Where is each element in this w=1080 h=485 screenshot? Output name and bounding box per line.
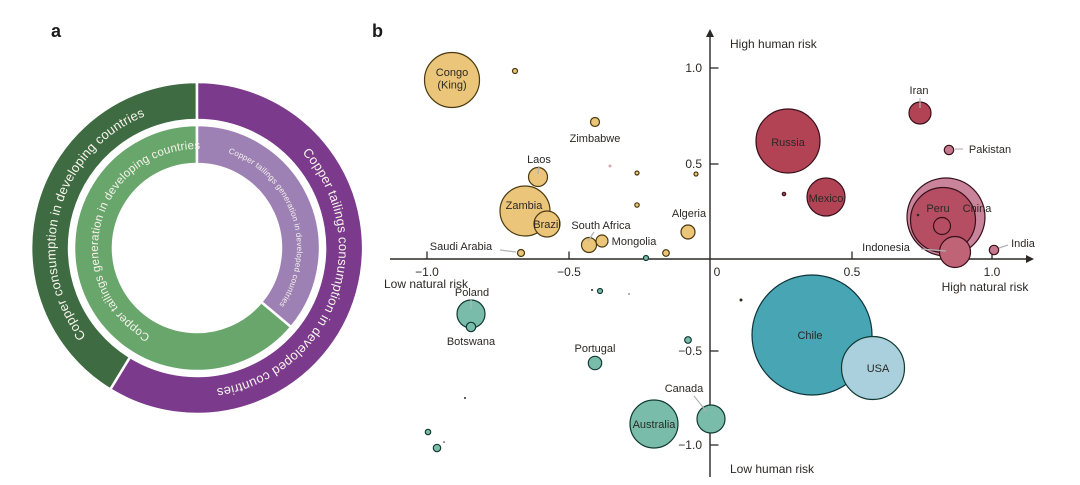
panel-b-label: b xyxy=(372,21,383,41)
bubble-indonesia xyxy=(938,235,972,269)
x-tick-label-−1.0: −1.0 xyxy=(415,265,439,279)
bubble-label-laos: Laos xyxy=(527,154,551,166)
y-tick-label-−0.5: −0.5 xyxy=(678,344,702,358)
bubble-label-iran: Iran xyxy=(910,85,929,97)
bubble-congo-king xyxy=(423,51,481,109)
donut-chart: Copper consumption in developing countri… xyxy=(29,80,365,416)
bubble-label-mongolia: Mongolia xyxy=(612,236,658,248)
bubble-laos xyxy=(527,166,549,188)
scatter-plot: −1.0 −0.5 0 0.5 1.0 1.0 0.5 −0.5 −1.0 High human … xyxy=(384,29,1036,477)
bubble-label-congo-king: Congo (King) xyxy=(436,67,468,92)
bubble-brazil xyxy=(533,210,561,238)
panel-a-label: a xyxy=(51,21,62,41)
bubble-south-africa xyxy=(580,236,598,254)
bubble-dot-a xyxy=(511,67,519,75)
leader-line-laos xyxy=(537,165,540,175)
bubble-dot-pink xyxy=(608,164,612,168)
leader-line-indonesia xyxy=(920,248,947,252)
y-tick-label-−1.0: −1.0 xyxy=(678,438,702,452)
leader-line-south-africa xyxy=(587,231,595,242)
bubble-dot-j xyxy=(628,293,630,295)
bubble-label-south-africa: South Africa xyxy=(571,220,631,232)
x-tick-label-0: 0 xyxy=(714,265,721,279)
bubble-label-indonesia: Indonesia xyxy=(862,242,911,254)
bubble-dot-h xyxy=(596,287,604,295)
bubble-label-pakistan: Pakistan xyxy=(969,144,1011,156)
bubble-usa xyxy=(840,335,906,401)
bubble-dot-k xyxy=(684,336,692,344)
bubble-label-portugal: Portugal xyxy=(575,343,616,355)
donut-segment-tailings-generation-developing xyxy=(72,123,293,373)
bubble-zimbabwe xyxy=(589,116,601,128)
bubble-peru-inner-circle xyxy=(932,216,952,236)
bubble-label-saudi-arabia: Saudi Arabia xyxy=(430,241,493,253)
axis-label-low-human-risk: Low human risk xyxy=(730,462,815,476)
bubble-label-chile: Chile xyxy=(797,330,822,342)
bubble-label-usa: USA xyxy=(867,363,890,375)
bubble-label-zambia: Zambia xyxy=(506,200,544,212)
x-tick-label-1.0: 1.0 xyxy=(984,265,1001,279)
bubble-dot-m xyxy=(739,298,743,302)
bubble-label-australia: Australia xyxy=(633,419,677,431)
bubble-label-algeria: Algeria xyxy=(672,208,707,220)
bubble-portugal xyxy=(587,355,603,371)
bubble-dot-f xyxy=(781,191,787,197)
axis-label-high-natural-risk: High natural risk xyxy=(942,280,1030,294)
bubble-dot-e xyxy=(662,249,670,257)
y-tick-label-0.5: 0.5 xyxy=(685,157,702,171)
bubble-pakistan xyxy=(943,144,955,156)
bubble-label-brazil: Brazil xyxy=(533,219,561,231)
donut-segment-tailings-consumption-developed xyxy=(108,80,365,416)
bubble-label-poland: Poland xyxy=(455,287,489,299)
x-axis-arrow-icon xyxy=(1026,255,1034,263)
bubble-dot-c xyxy=(693,171,699,177)
bubble-dot-q xyxy=(443,441,445,443)
bubble-dot-i xyxy=(591,289,593,291)
bubble-dot-d xyxy=(634,202,640,208)
leader-line-india xyxy=(998,244,1009,249)
bubble-label-zimbabwe: Zimbabwe xyxy=(570,133,621,145)
bubble-label-botswana: Botswana xyxy=(447,336,496,348)
bubble-mongolia xyxy=(595,234,609,248)
y-axis-arrow-icon xyxy=(706,29,714,37)
donut-segment-consumption-developing xyxy=(29,80,199,392)
leader-line-canada xyxy=(693,395,707,412)
x-tick-label-−0.5: −0.5 xyxy=(557,265,581,279)
donut-segment-tailings-generation-developed xyxy=(195,123,322,329)
bubble-label-mexico: Mexico xyxy=(809,193,844,205)
bubble-label-india: India xyxy=(1011,238,1036,250)
axis-label-high-human-risk: High human risk xyxy=(730,37,818,51)
bubble-dot-o xyxy=(424,428,432,436)
bubble-dot-g xyxy=(916,213,920,217)
bubble-russia xyxy=(755,108,821,174)
bubble-label-peru: Peru xyxy=(926,203,949,215)
bubble-canada xyxy=(696,404,726,434)
bubble-mexico xyxy=(806,177,846,217)
bubble-label-china: China xyxy=(963,203,993,215)
bubble-dot-p xyxy=(432,443,442,453)
bubble-botswana xyxy=(465,321,477,333)
leader-line-saudi-arabia xyxy=(499,249,517,253)
y-tick-label-1.0: 1.0 xyxy=(685,61,702,75)
axis-label-low-natural-risk: Low natural risk xyxy=(384,277,469,291)
bubble-label-canada: Canada xyxy=(665,383,704,395)
bubble-saudi-arabia xyxy=(516,248,526,258)
bubble-australia xyxy=(629,399,679,449)
x-tick-label-0.5: 0.5 xyxy=(844,265,861,279)
bubble-india xyxy=(988,244,1000,256)
bubble-dot-n xyxy=(464,397,466,399)
bubble-label-russia: Russia xyxy=(771,137,806,149)
bubble-dot-b xyxy=(634,170,640,176)
bubble-algeria xyxy=(680,224,696,240)
bubble-dot-l xyxy=(642,254,650,262)
